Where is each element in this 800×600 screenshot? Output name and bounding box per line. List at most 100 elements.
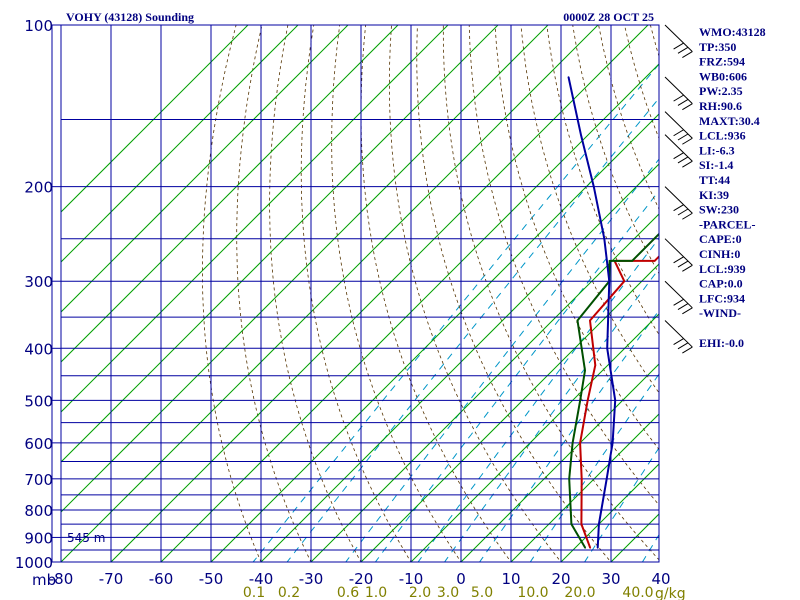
pressure-tick-label: 300 bbox=[24, 273, 53, 291]
pressure-tick-label: 400 bbox=[24, 340, 53, 358]
wind-barb-feather bbox=[682, 346, 693, 354]
pressure-unit-label: mb bbox=[32, 571, 56, 589]
index-line: LI:-6.3 bbox=[699, 143, 735, 157]
index-line: KI:39 bbox=[699, 188, 729, 202]
isotherm-line bbox=[510, 413, 659, 562]
wind-barb-feather bbox=[682, 103, 693, 111]
parcel-point bbox=[598, 523, 600, 525]
isotherm-line bbox=[61, 25, 549, 513]
dry-adiabat-line bbox=[236, 25, 312, 562]
index-line: SW:230 bbox=[699, 203, 739, 217]
index-line: WB0:606 bbox=[699, 69, 747, 83]
pressure-tick-label: 700 bbox=[24, 471, 53, 489]
isotherm-line bbox=[61, 25, 449, 413]
dry-adiabat-line bbox=[442, 25, 659, 561]
indices-panel: WMO:43128TP:350FRZ:594WB0:606PW:2.35RH:9… bbox=[699, 25, 766, 350]
mixing-ratio-tick-label: 5.0 bbox=[471, 585, 493, 600]
dewpoint-point bbox=[631, 260, 633, 262]
mixing-ratio-tick-label: 3.0 bbox=[437, 585, 459, 600]
pressure-tick-label: 600 bbox=[24, 435, 53, 453]
index-line: LFC:934 bbox=[699, 291, 745, 305]
temperature-point bbox=[580, 523, 583, 525]
dewpoint-point bbox=[570, 523, 573, 525]
isotherm-line bbox=[61, 25, 499, 463]
parcel-point bbox=[596, 547, 599, 549]
plot-frame bbox=[51, 24, 660, 563]
index-line: CAP:0.0 bbox=[699, 277, 743, 291]
parcel-point bbox=[614, 399, 616, 402]
wind-barb-feather bbox=[677, 342, 689, 350]
wind-barb-feather bbox=[682, 307, 693, 315]
wind-barb-feather bbox=[677, 98, 689, 106]
dewpoint-profile-line bbox=[568, 232, 659, 549]
mixing-ratio-tick-label: 10.0 bbox=[517, 585, 548, 600]
mixing-ratio-line bbox=[417, 237, 659, 562]
isotherm-line bbox=[460, 363, 659, 562]
index-line: RH:90.6 bbox=[699, 99, 742, 113]
temperature-tick-label: 0 bbox=[456, 570, 466, 588]
parcel-point bbox=[603, 237, 606, 240]
temperature-tick-label: -50 bbox=[199, 570, 224, 588]
wind-barb-feather bbox=[677, 156, 689, 164]
dewpoint-point bbox=[571, 442, 574, 444]
temperature-tick-label: -30 bbox=[299, 570, 324, 588]
temperature-tick-label: 30 bbox=[601, 570, 620, 588]
dry-adiabat-line bbox=[416, 25, 612, 562]
parcel-point bbox=[608, 280, 611, 283]
temperature-tick-label: 20 bbox=[551, 570, 570, 588]
wind-barb-feather bbox=[673, 204, 684, 212]
temperature-tick-label: -60 bbox=[149, 570, 174, 588]
index-line: CAPE:0 bbox=[699, 232, 742, 246]
index-line: EHI:-0.0 bbox=[699, 336, 744, 350]
mixing-ratio-line bbox=[252, 63, 659, 562]
pressure-tick-label: 1000 bbox=[15, 554, 53, 572]
sounding-profiles bbox=[567, 76, 659, 549]
temperature-tick-label: -70 bbox=[99, 570, 124, 588]
isotherm-line bbox=[410, 313, 659, 562]
surface-height-label: 545 m bbox=[67, 531, 105, 545]
dry-adiabat-line bbox=[331, 25, 462, 562]
parcel-point bbox=[567, 76, 570, 78]
pressure-tick-label: 200 bbox=[24, 179, 53, 197]
mixing-ratio-line bbox=[584, 447, 659, 562]
temperature-point bbox=[589, 319, 591, 322]
mixing-ratio-tick-label: 0.1 bbox=[243, 585, 265, 600]
temperature-tick-label: -20 bbox=[349, 570, 374, 588]
temperature-tick-label: 40 bbox=[651, 570, 670, 588]
dry-adiabat-line bbox=[202, 25, 262, 562]
temperature-point bbox=[623, 280, 626, 283]
mixing-ratio-line bbox=[286, 97, 659, 562]
dry-adiabat-line bbox=[572, 25, 659, 275]
mixing-ratio-line bbox=[478, 309, 659, 562]
temperature-point bbox=[586, 399, 589, 402]
parcel-point bbox=[605, 478, 608, 480]
mixing-ratio-lines bbox=[252, 63, 659, 562]
chart-title: VOHY (43128) Sounding bbox=[66, 10, 194, 24]
pressure-tick-label: 500 bbox=[24, 392, 53, 410]
temperature-tick-label: 10 bbox=[501, 570, 520, 588]
isotherm-line bbox=[61, 25, 599, 562]
index-line: -PARCEL- bbox=[699, 217, 755, 231]
index-line: -WIND- bbox=[699, 306, 741, 320]
wind-barb-feather bbox=[682, 264, 693, 272]
dewpoint-point bbox=[608, 260, 611, 262]
mixing-ratio-line bbox=[529, 373, 659, 562]
dewpoint-point bbox=[576, 319, 579, 322]
wind-barb-feather bbox=[673, 129, 684, 137]
wind-barb-feather bbox=[673, 338, 684, 345]
index-line: TT:44 bbox=[699, 173, 730, 187]
plot-area bbox=[61, 25, 659, 562]
temperature-point bbox=[594, 364, 597, 366]
isotherm-line bbox=[61, 25, 349, 313]
isotherm-line bbox=[160, 63, 659, 562]
wind-barb-feather bbox=[673, 298, 684, 306]
grid-lines bbox=[61, 25, 659, 562]
wind-barb-feather bbox=[677, 133, 689, 141]
index-line: MAXT:30.4 bbox=[699, 114, 760, 128]
temperature-profile-line bbox=[579, 255, 659, 549]
temperature-tick-label: -40 bbox=[249, 570, 274, 588]
wind-barb-feather bbox=[677, 260, 689, 268]
wind-barb-feather bbox=[673, 42, 684, 50]
